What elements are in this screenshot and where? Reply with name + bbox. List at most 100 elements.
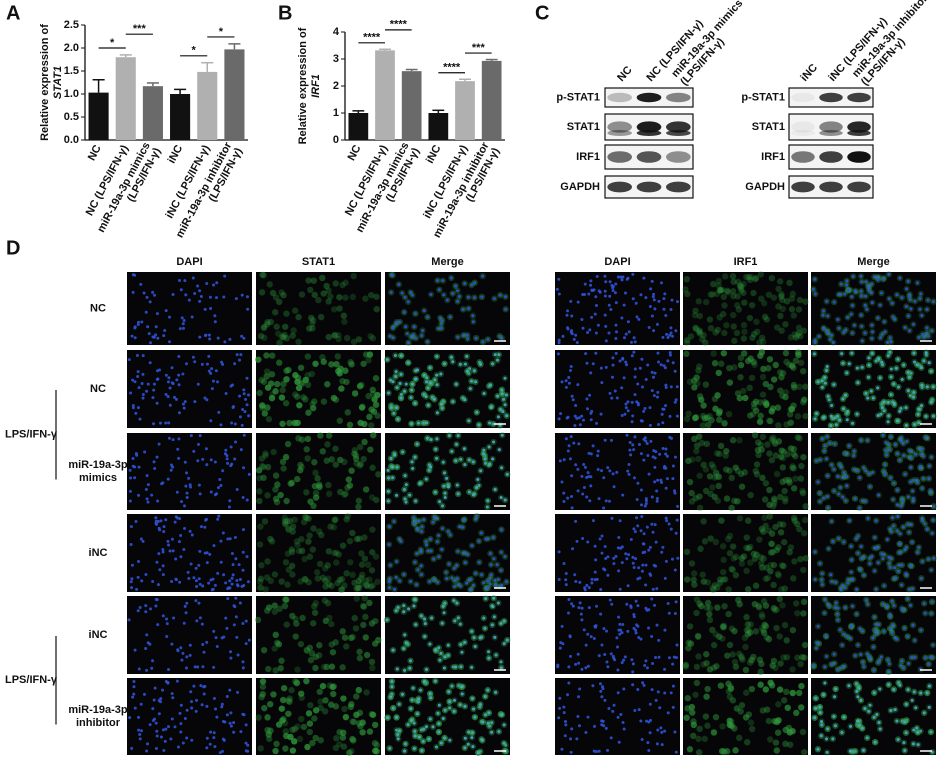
nucleus xyxy=(395,667,399,671)
nucleus xyxy=(181,326,185,330)
nucleus xyxy=(841,361,845,365)
nucleus xyxy=(560,747,564,751)
nucleus xyxy=(664,404,668,408)
nucleus xyxy=(836,474,840,478)
nucleus xyxy=(603,313,607,317)
nucleus xyxy=(428,381,432,385)
nucleus xyxy=(463,736,467,740)
cell-signal xyxy=(354,584,361,591)
cell-signal xyxy=(280,465,287,472)
cell-signal xyxy=(333,559,340,566)
nucleus xyxy=(570,506,574,510)
nucleus xyxy=(868,562,872,566)
nucleus xyxy=(586,664,590,668)
nucleus xyxy=(219,539,223,543)
cell-signal xyxy=(770,434,777,441)
nucleus xyxy=(230,576,234,580)
cell-signal xyxy=(763,706,771,713)
nucleus xyxy=(419,728,423,732)
nucleus xyxy=(615,396,619,400)
nucleus xyxy=(823,376,827,380)
cell-signal xyxy=(312,599,319,607)
nucleus xyxy=(627,472,631,476)
nucleus xyxy=(492,596,496,600)
nucleus xyxy=(921,332,925,336)
nucleus xyxy=(425,421,429,425)
nucleus xyxy=(614,336,618,340)
nucleus xyxy=(148,300,152,304)
nucleus xyxy=(843,451,847,455)
nucleus xyxy=(900,378,904,382)
cell-signal xyxy=(797,359,805,366)
nucleus xyxy=(137,559,141,563)
nucleus xyxy=(212,665,216,669)
cell-signal xyxy=(759,707,767,714)
nucleus xyxy=(165,635,169,639)
nucleus xyxy=(903,326,907,330)
cell-signal xyxy=(710,641,718,649)
nucleus xyxy=(663,366,667,370)
nucleus xyxy=(675,518,679,522)
nucleus xyxy=(488,421,492,425)
nucleus xyxy=(586,632,590,636)
panel-letter: D xyxy=(6,237,20,259)
nucleus xyxy=(866,602,870,606)
cell-signal xyxy=(297,461,304,469)
nucleus xyxy=(460,650,464,654)
nucleus xyxy=(860,324,864,328)
nucleus xyxy=(912,728,916,732)
nucleus xyxy=(878,687,882,691)
nucleus xyxy=(424,477,428,481)
cell-signal xyxy=(372,375,380,382)
nucleus xyxy=(159,735,163,739)
cell-signal xyxy=(296,402,303,409)
nucleus xyxy=(918,297,922,301)
cell-signal xyxy=(695,749,703,756)
nucleus xyxy=(644,563,648,567)
cell-signal xyxy=(346,421,354,429)
nucleus xyxy=(843,475,847,479)
nucleus xyxy=(566,309,570,313)
cell-signal xyxy=(800,327,808,334)
blot-band xyxy=(607,181,632,193)
nucleus xyxy=(650,688,654,692)
nucleus xyxy=(173,725,177,729)
cell-signal xyxy=(275,641,283,648)
cell-signal xyxy=(370,408,378,415)
nucleus xyxy=(604,339,608,343)
nucleus xyxy=(128,499,132,503)
nucleus xyxy=(606,748,610,752)
nucleus xyxy=(164,392,168,396)
nucleus xyxy=(614,351,618,355)
nucleus xyxy=(889,375,893,379)
cell-signal xyxy=(706,412,713,420)
cell-signal xyxy=(273,323,280,330)
nucleus xyxy=(440,621,444,625)
x-tick-label: iNC xyxy=(424,143,444,165)
cell-signal xyxy=(779,602,786,609)
nucleus xyxy=(822,496,826,500)
cell-signal xyxy=(787,741,794,748)
nucleus xyxy=(407,341,411,345)
nucleus xyxy=(156,519,160,523)
cell-signal xyxy=(761,496,769,503)
nucleus xyxy=(859,568,863,572)
nucleus xyxy=(212,629,216,633)
nucleus xyxy=(888,527,892,531)
cell-signal xyxy=(736,394,743,402)
nucleus xyxy=(477,560,481,564)
cell-signal xyxy=(305,579,312,586)
cell-signal xyxy=(780,448,788,455)
cell-signal xyxy=(268,371,276,378)
nucleus xyxy=(671,705,675,709)
nucleus xyxy=(660,550,664,554)
protein-label: STAT1 xyxy=(752,121,785,133)
nucleus xyxy=(180,316,184,320)
group-label: LPS/IFN-γ xyxy=(5,429,58,441)
cell-signal xyxy=(365,356,372,364)
nucleus xyxy=(417,697,421,701)
nucleus xyxy=(924,435,928,439)
nucleus xyxy=(558,646,562,650)
cell-signal xyxy=(702,381,710,388)
cell-signal xyxy=(751,330,758,338)
